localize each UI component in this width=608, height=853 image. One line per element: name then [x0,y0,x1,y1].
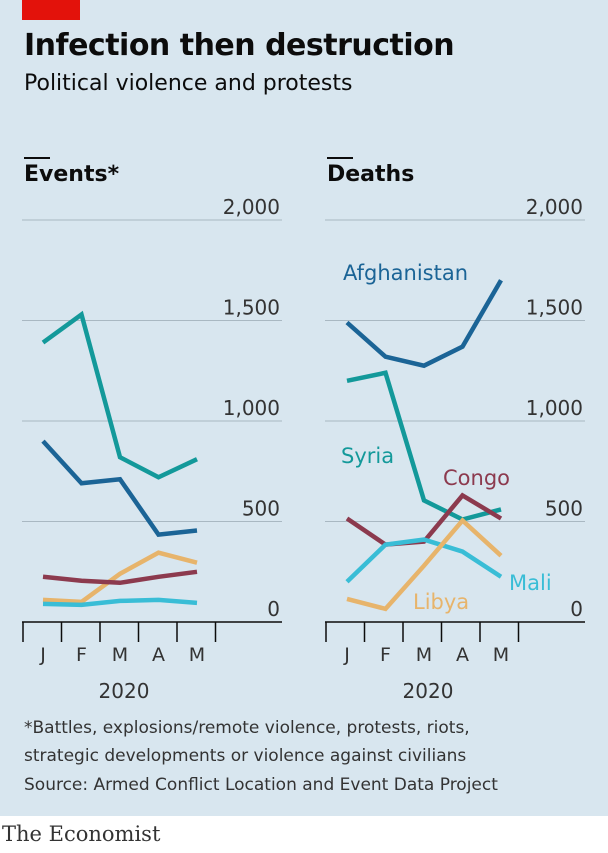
series-line-congo [42,569,198,586]
year-label: 2020 [99,679,150,703]
series-label-mali: Mali [509,571,552,595]
brand-wordmark: The Economist [2,822,161,846]
series-label-libya: Libya [413,590,469,614]
x-tick-label: M [416,644,432,666]
y-tick-label: 0 [267,597,280,621]
chart-subtitle: Political violence and protests [24,71,353,96]
brand-red-tag [22,0,80,20]
series-line-libya [346,517,503,612]
chart-title: Infection then destruction [24,28,455,63]
series-line-libya [42,550,198,605]
year-label: 2020 [403,679,454,703]
series-line-syria [346,370,502,522]
x-tick-label: M [493,644,509,666]
y-tick-label: 500 [242,497,280,521]
series-line-mali [42,597,198,608]
series-label-syria: Syria [341,444,394,468]
footnote-definition: *Battles, explosions/remote violence, pr… [24,718,470,738]
deaths-chart: Deaths 2,000 1,500 1,000 500 0 J F M A M 2020 Afghan… [325,157,585,703]
series-line-afghanistan [41,439,198,537]
events-chart: Events* 2,000 1,500 1,000 500 0 J F M A M 2020 [22,157,282,703]
x-tick-label: J [39,644,46,666]
series-line-afghanistan [345,279,503,369]
y-tick-label: 2,000 [526,195,583,219]
x-tick-label: F [380,644,391,666]
x-tick-label: A [152,644,165,666]
series-line-mali [345,537,503,584]
x-tick-label: J [343,644,350,666]
series-label-afghanistan: Afghanistan [343,261,468,285]
y-tick-label: 1,500 [526,296,583,320]
series-label-congo: Congo [443,466,510,490]
source-note: Source: Armed Conflict Location and Even… [24,775,498,795]
panel-title: Deaths [327,162,414,187]
x-tick-label: M [189,644,205,666]
y-tick-label: 0 [570,597,583,621]
y-tick-label: 1,000 [223,396,280,420]
series-line-syria [41,310,198,480]
y-tick-label: 500 [545,497,583,521]
x-tick-label: F [76,644,87,666]
y-tick-label: 1,500 [223,296,280,320]
footnote-definition-continued: strategic developments or violence again… [24,746,467,766]
y-tick-label: 1,000 [526,396,583,420]
y-tick-label: 2,000 [223,195,280,219]
chart-background [0,0,608,816]
x-tick-label: M [112,644,128,666]
x-tick-label: A [456,644,469,666]
panel-title: Events* [24,162,120,187]
